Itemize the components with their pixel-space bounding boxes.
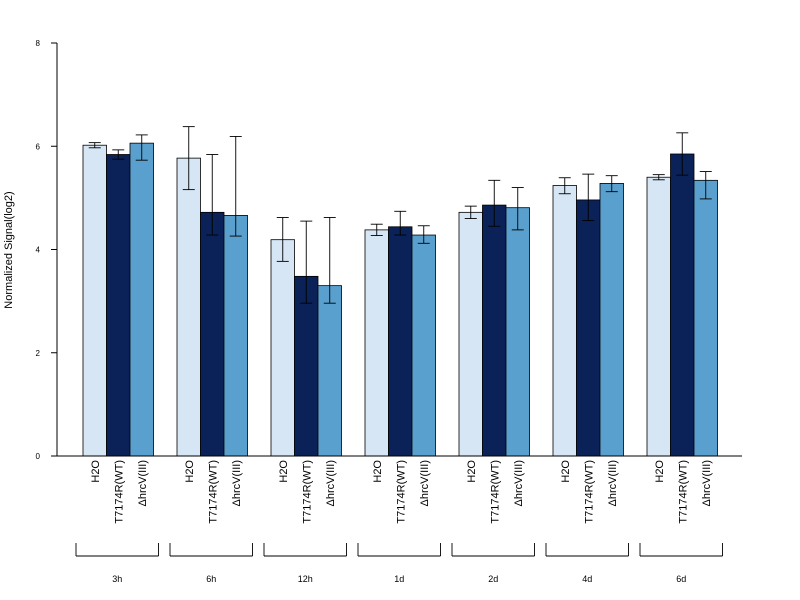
bar-label: T7174R(WT) [113,460,125,524]
bar-2d-1 [482,204,507,457]
bar-4d-1 [576,199,601,457]
bar-label: T7174R(WT) [395,460,407,524]
bar-4d-0 [552,185,577,457]
bar-label: T7174R(WT) [677,460,689,524]
y-tick-label: 8 [36,39,41,48]
y-tick-label: 2 [36,349,41,358]
group-label: 4d [582,574,592,584]
y-axis-label: Normalized Signal(log2) [3,191,15,308]
bar-6h-0 [176,157,201,457]
group-label: 6d [676,574,686,584]
bar-label: ΔhrcV(III) [513,460,525,506]
bars [82,142,718,457]
bar-label: H2O [278,460,290,483]
bar-6d-0 [646,176,671,457]
bar-1d-2 [411,234,436,457]
bar-label: ΔhrcV(III) [231,460,243,506]
y-tick-label: 0 [36,452,41,461]
bar-labels: H2O T7174R(WT) ΔhrcV(III) H2O T7174R(WT) Δhrc… [90,460,713,524]
error-bars [88,126,712,304]
bar-6h-1 [200,211,225,457]
bar-label: T7174R(WT) [489,460,501,524]
group-label: 3h [112,574,122,584]
bar-12h-0 [270,239,295,457]
bar-label: H2O [184,460,196,483]
bar-1d-1 [388,226,413,457]
bar-12h-2 [317,285,342,457]
bar-label: T7174R(WT) [301,460,313,524]
bar-3h-0 [82,144,107,457]
y-tick-label: 6 [36,142,41,151]
bar-label: H2O [560,460,572,483]
bar-4d-2 [599,183,624,457]
bar-2d-2 [505,207,530,457]
bar-label: H2O [90,460,102,483]
bar-label: ΔhrcV(III) [325,460,337,506]
bar-label: ΔhrcV(III) [419,460,431,506]
bar-6d-1 [670,153,695,457]
bar-1d-0 [364,229,389,457]
bar-label: H2O [372,460,384,483]
group-label: 12h [298,574,313,584]
group-label: 6h [206,574,216,584]
bar-label: ΔhrcV(III) [607,460,619,506]
group-brackets: 3h 6h 12h 1d 2d 4d 6d [75,543,723,584]
bar-label: H2O [466,460,478,483]
bar-label: ΔhrcV(III) [137,460,149,506]
bar-2d-0 [458,211,483,457]
group-label: 1d [394,574,404,584]
bar-label: H2O [654,460,666,483]
bar-6d-2 [693,179,718,457]
bar-label: T7174R(WT) [583,460,595,524]
bar-3h-2 [129,142,154,457]
bar-6h-2 [223,215,248,457]
bar-3h-1 [106,154,131,457]
y-tick-label: 4 [36,246,41,255]
bar-label: ΔhrcV(III) [701,460,713,506]
bar-label: T7174R(WT) [207,460,219,524]
y-axis: 0 2 4 6 8 [36,39,58,461]
group-label: 2d [488,574,498,584]
